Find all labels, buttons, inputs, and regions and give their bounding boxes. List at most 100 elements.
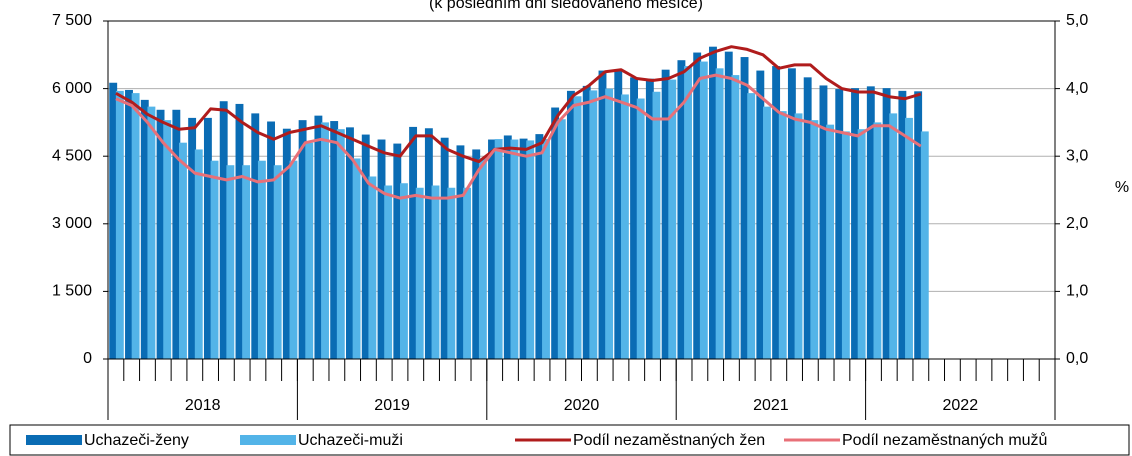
bar: [172, 109, 181, 359]
bar: [693, 52, 702, 360]
y2-tick-label: 1,0: [1066, 283, 1088, 300]
bar: [393, 143, 402, 359]
bar: [147, 106, 156, 359]
bar: [188, 117, 197, 359]
bar: [731, 75, 740, 359]
bar: [905, 117, 913, 359]
bar: [431, 185, 440, 359]
bar: [140, 99, 149, 359]
bar: [889, 113, 898, 360]
bar: [399, 183, 408, 359]
legend-label: Podíl nezaměstnaných mužů: [842, 431, 1047, 449]
bar: [778, 111, 787, 359]
bar: [740, 57, 749, 359]
x-group-label: 2022: [943, 397, 979, 414]
bar: [163, 120, 172, 359]
x-group-label: 2020: [564, 397, 600, 414]
bar: [415, 187, 424, 359]
bar: [819, 85, 828, 359]
bar: [866, 86, 875, 359]
bar: [573, 96, 582, 360]
bar: [447, 187, 456, 359]
bar: [194, 149, 203, 359]
bar: [630, 77, 639, 359]
bar: [226, 165, 235, 359]
bar: [652, 91, 661, 359]
bar: [835, 89, 844, 360]
bar: [526, 140, 535, 359]
bar: [851, 88, 859, 360]
bar: [787, 68, 796, 359]
bar: [772, 66, 781, 360]
bar: [566, 90, 575, 359]
bar: [203, 117, 212, 359]
bar: [857, 129, 866, 359]
bar: [282, 128, 291, 359]
legend-label: Uchazeči-ženy: [84, 432, 189, 449]
bar: [330, 121, 339, 359]
bar: [882, 88, 891, 360]
y-tick-label: 1 500: [52, 283, 92, 300]
bar: [794, 113, 803, 360]
bar: [636, 98, 645, 360]
bar: [251, 113, 260, 360]
y2-axis-label: %: [1115, 179, 1129, 196]
bar: [557, 119, 566, 359]
bar: [456, 145, 465, 359]
x-group-label: 2019: [374, 397, 410, 414]
bar: [289, 160, 298, 359]
bar: [235, 103, 244, 359]
legend-swatch: [26, 435, 82, 445]
bar: [463, 187, 472, 359]
bar: [440, 137, 449, 359]
y2-tick-label: 2,0: [1066, 215, 1088, 232]
y2-tick-label: 3,0: [1066, 147, 1088, 164]
bar: [478, 158, 487, 359]
y-tick-label: 0: [83, 350, 92, 367]
bar: [257, 160, 266, 359]
bar: [605, 88, 614, 359]
bar: [510, 139, 519, 359]
line: [115, 73, 922, 200]
bar: [210, 160, 219, 359]
legend-label: Uchazeči-muži: [298, 432, 403, 449]
bar: [242, 165, 251, 359]
bar: [756, 70, 765, 359]
legend-label: Podíl nezaměstnaných žen: [573, 432, 765, 449]
bar: [763, 106, 771, 359]
bar: [156, 109, 165, 359]
bar: [535, 134, 544, 359]
bar: [115, 90, 124, 359]
x-group-label: 2021: [753, 397, 789, 414]
bar: [589, 90, 598, 360]
bar: [841, 131, 850, 359]
legend-swatch: [240, 435, 296, 445]
bar: [598, 70, 607, 359]
y2-tick-label: 5,0: [1066, 12, 1088, 29]
bar: [314, 115, 323, 359]
y-tick-label: 6 000: [52, 80, 92, 97]
y2-tick-label: 0,0: [1066, 350, 1088, 367]
bar: [321, 122, 329, 360]
y2-tick-label: 4,0: [1066, 80, 1088, 97]
bar: [267, 121, 275, 360]
bar: [542, 139, 550, 359]
bar: [709, 46, 717, 360]
bar: [803, 77, 812, 359]
chart-subtitle: (k posledním dni sledovaného měsíce): [429, 0, 703, 12]
bar: [488, 139, 496, 359]
bar: [898, 90, 907, 359]
bar: [384, 185, 393, 359]
bar: [810, 120, 819, 359]
bar: [519, 138, 528, 359]
x-group-label: 2018: [185, 397, 221, 414]
bar: [424, 128, 433, 359]
bar: [873, 122, 882, 360]
bar: [336, 129, 345, 359]
bar: [914, 91, 923, 359]
y-tick-label: 7 500: [52, 12, 92, 29]
bar: [920, 131, 929, 359]
bar: [409, 126, 418, 359]
bar: [494, 139, 503, 359]
